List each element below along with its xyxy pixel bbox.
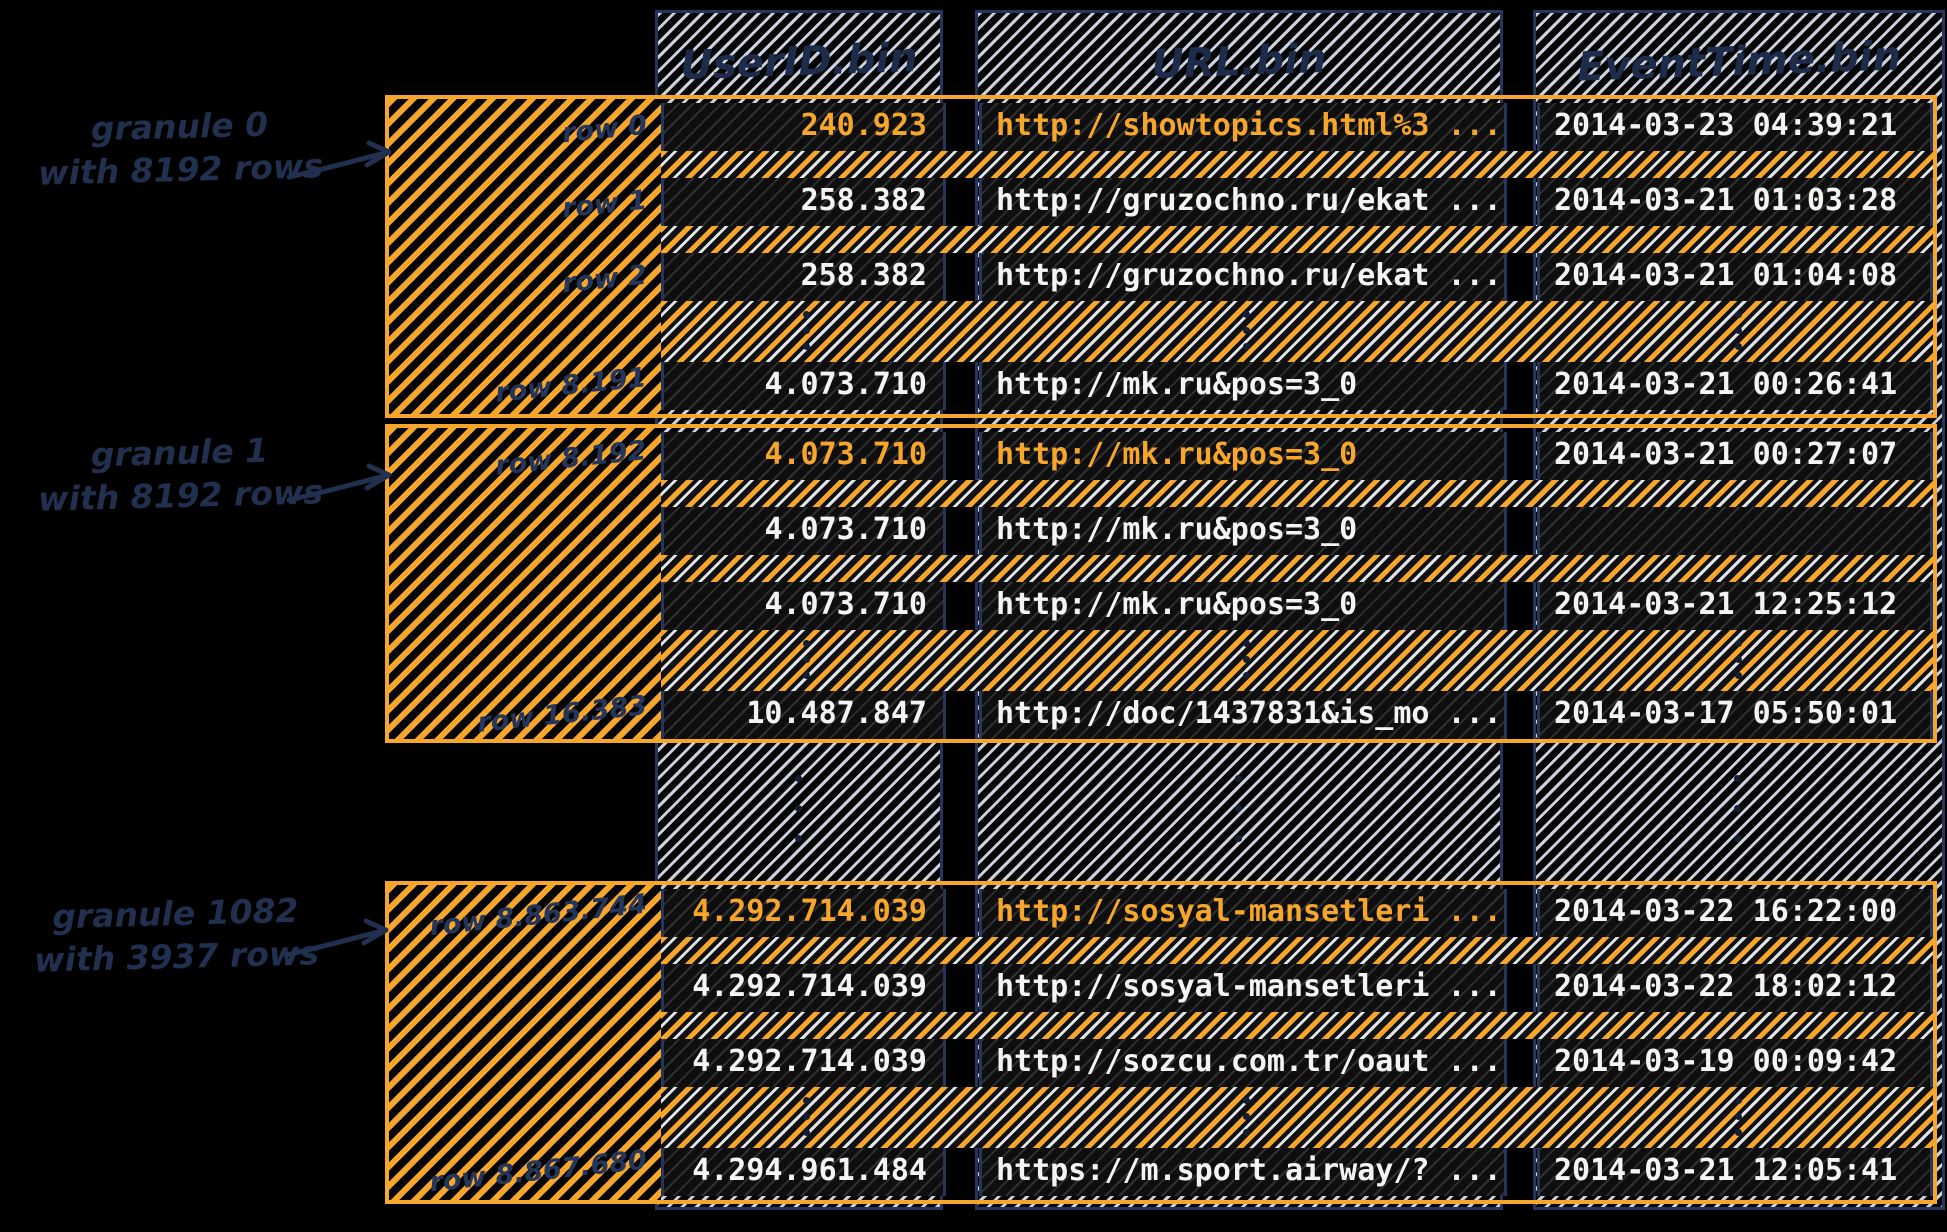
row-label: row 16.383 — [475, 690, 649, 739]
userid-cell: 240.923 — [661, 103, 946, 151]
url-cell: http://gruzochno.ru/ekat ... — [979, 253, 1507, 301]
skipped-rows-band — [661, 630, 1933, 691]
column-header-url: URL.bin — [1150, 35, 1328, 89]
url-cell: https://m.sport.airway/? ... — [979, 1148, 1507, 1196]
ellipsis-dots — [1235, 775, 1242, 782]
url-cell: http://sozcu.com.tr/oaut ... — [979, 1039, 1507, 1087]
userid-cell: 4.294.961.484 — [661, 1148, 946, 1196]
row-label: row 2 — [560, 259, 649, 300]
userid-cell: 4.073.710 — [661, 582, 946, 630]
row-separator-band — [661, 226, 1933, 253]
ellipsis-dots — [803, 311, 810, 318]
row-label: row 8.191 — [494, 362, 649, 409]
arrow-icon — [283, 918, 389, 958]
eventtime-cell: 2014-03-22 16:22:00 — [1537, 889, 1933, 937]
skipped-rows-band — [661, 301, 1933, 362]
url-cell: http://mk.ru&pos=3_0 — [979, 507, 1507, 555]
granule-1082-hatch-zone: row 8.863.744 row 8.867.680 — [389, 885, 661, 1200]
eventtime-cell: 2014-03-21 01:03:28 — [1537, 178, 1933, 226]
granule-0-caption-line2: with 8192 rows — [37, 146, 324, 193]
row-label: row 1 — [560, 184, 649, 225]
url-cell: http://doc/1437831&is_mo ... — [979, 691, 1507, 739]
data-row: 4.073.710 http://mk.ru&pos=3_0 2014-03-21 … — [661, 582, 1933, 630]
data-row: 4.294.961.484 https://m.sport.airway/? ..… — [661, 1148, 1933, 1196]
eventtime-cell — [1537, 507, 1933, 555]
userid-cell: 4.073.710 — [661, 432, 946, 480]
granule-1-caption-line2: with 8192 rows — [37, 472, 324, 519]
granule-1082-caption-line1: granule 1082 — [51, 890, 299, 937]
url-cell: http://mk.ru&pos=3_0 — [979, 362, 1507, 410]
granule-1-caption-line1: granule 1 — [90, 430, 269, 475]
url-cell: http://mk.ru&pos=3_0 — [979, 582, 1507, 630]
row-separator-band — [661, 1012, 1933, 1039]
granule-1082-rows: 4.292.714.039 http://sosyal-mansetleri ..… — [661, 885, 1933, 1200]
granule-0-caption-line1: granule 0 — [90, 104, 269, 149]
ellipsis-dots — [795, 775, 802, 782]
eventtime-cell: 2014-03-21 01:04:08 — [1537, 253, 1933, 301]
url-cell: http://gruzochno.ru/ekat ... — [979, 178, 1507, 226]
userid-cell: 4.292.714.039 — [661, 889, 946, 937]
granule-1-box: row 8.192 row 16.383 4.073.710 http://mk.r… — [385, 424, 1937, 743]
userid-cell: 4.292.714.039 — [661, 1039, 946, 1087]
userid-cell: 258.382 — [661, 253, 946, 301]
data-row: 4.073.710 http://mk.ru&pos=3_0 2014-03-21 … — [661, 362, 1933, 410]
ellipsis-dots — [1243, 640, 1250, 647]
url-cell: http://sosyal-mansetleri ... — [979, 889, 1507, 937]
data-row: 4.073.710 http://mk.ru&pos=3_0 2014-03-21 … — [661, 432, 1933, 480]
granule-1082-box: row 8.863.744 row 8.867.680 4.292.714.039… — [385, 881, 1937, 1204]
ellipsis-dots — [803, 1097, 810, 1104]
eventtime-cell: 2014-03-21 12:05:41 — [1537, 1148, 1933, 1196]
ellipsis-dots — [1243, 311, 1250, 318]
url-cell: http://mk.ru&pos=3_0 — [979, 432, 1507, 480]
userid-cell: 258.382 — [661, 178, 946, 226]
arrow-icon — [286, 463, 392, 503]
data-row: 4.292.714.039 http://sosyal-mansetleri ..… — [661, 889, 1933, 937]
userid-cell: 10.487.847 — [661, 691, 946, 739]
userid-cell: 4.073.710 — [661, 362, 946, 410]
data-row: 4.292.714.039 http://sozcu.com.tr/oaut ..… — [661, 1039, 1933, 1087]
column-header-userid: UserID.bin — [679, 34, 919, 90]
eventtime-cell: 2014-03-19 00:09:42 — [1537, 1039, 1933, 1087]
data-row: 4.292.714.039 http://sosyal-mansetleri ..… — [661, 964, 1933, 1012]
row-separator-band — [661, 555, 1933, 582]
data-row: 258.382 http://gruzochno.ru/ekat ... 2014-… — [661, 178, 1933, 226]
eventtime-cell: 2014-03-23 04:39:21 — [1537, 103, 1933, 151]
ellipsis-dots — [1735, 311, 1742, 318]
ellipsis-dots — [1735, 1097, 1742, 1104]
url-cell: http://showtopics.html%3 ... — [979, 103, 1507, 151]
row-label: row 0 — [560, 109, 649, 150]
row-label: row 8.867.680 — [427, 1144, 649, 1199]
ellipsis-dots — [1735, 640, 1742, 647]
data-row: 10.487.847 http://doc/1437831&is_mo ... 20… — [661, 691, 1933, 739]
eventtime-cell: 2014-03-22 18:02:12 — [1537, 964, 1933, 1012]
userid-cell: 4.292.714.039 — [661, 964, 946, 1012]
eventtime-cell: 2014-03-17 05:50:01 — [1537, 691, 1933, 739]
row-separator-band — [661, 937, 1933, 964]
row-label: row 8.863.744 — [427, 888, 649, 943]
granule-1-hatch-zone: row 8.192 row 16.383 — [389, 428, 661, 739]
granule-1082-caption-line2: with 3937 rows — [33, 933, 320, 980]
row-separator-band — [661, 480, 1933, 507]
data-row: 258.382 http://gruzochno.ru/ekat ... 2014-… — [661, 253, 1933, 301]
ellipsis-dots — [803, 640, 810, 647]
granule-0-rows: 240.923 http://showtopics.html%3 ... 2014-… — [661, 99, 1933, 414]
userid-cell: 4.073.710 — [661, 507, 946, 555]
data-row: 240.923 http://showtopics.html%3 ... 2014-… — [661, 103, 1933, 151]
ellipsis-dots — [1243, 1097, 1250, 1104]
row-separator-band — [661, 151, 1933, 178]
eventtime-cell: 2014-03-21 00:27:07 — [1537, 432, 1933, 480]
arrow-icon — [286, 140, 392, 180]
column-header-eventtime: EventTime.bin — [1576, 33, 1902, 91]
url-cell: http://sosyal-mansetleri ... — [979, 964, 1507, 1012]
eventtime-cell: 2014-03-21 12:25:12 — [1537, 582, 1933, 630]
skipped-rows-band — [661, 1087, 1933, 1148]
row-label: row 8.192 — [494, 435, 649, 482]
granule-1-rows: 4.073.710 http://mk.ru&pos=3_0 2014-03-21 … — [661, 428, 1933, 739]
granule-0-hatch-zone: row 0 row 1 row 2 row 8.191 — [389, 99, 661, 414]
eventtime-cell: 2014-03-21 00:26:41 — [1537, 362, 1933, 410]
ellipsis-dots — [1734, 775, 1741, 782]
data-row: 4.073.710 http://mk.ru&pos=3_0 — [661, 507, 1933, 555]
granule-0-box: row 0 row 1 row 2 row 8.191 240.923 http://s… — [385, 95, 1937, 418]
